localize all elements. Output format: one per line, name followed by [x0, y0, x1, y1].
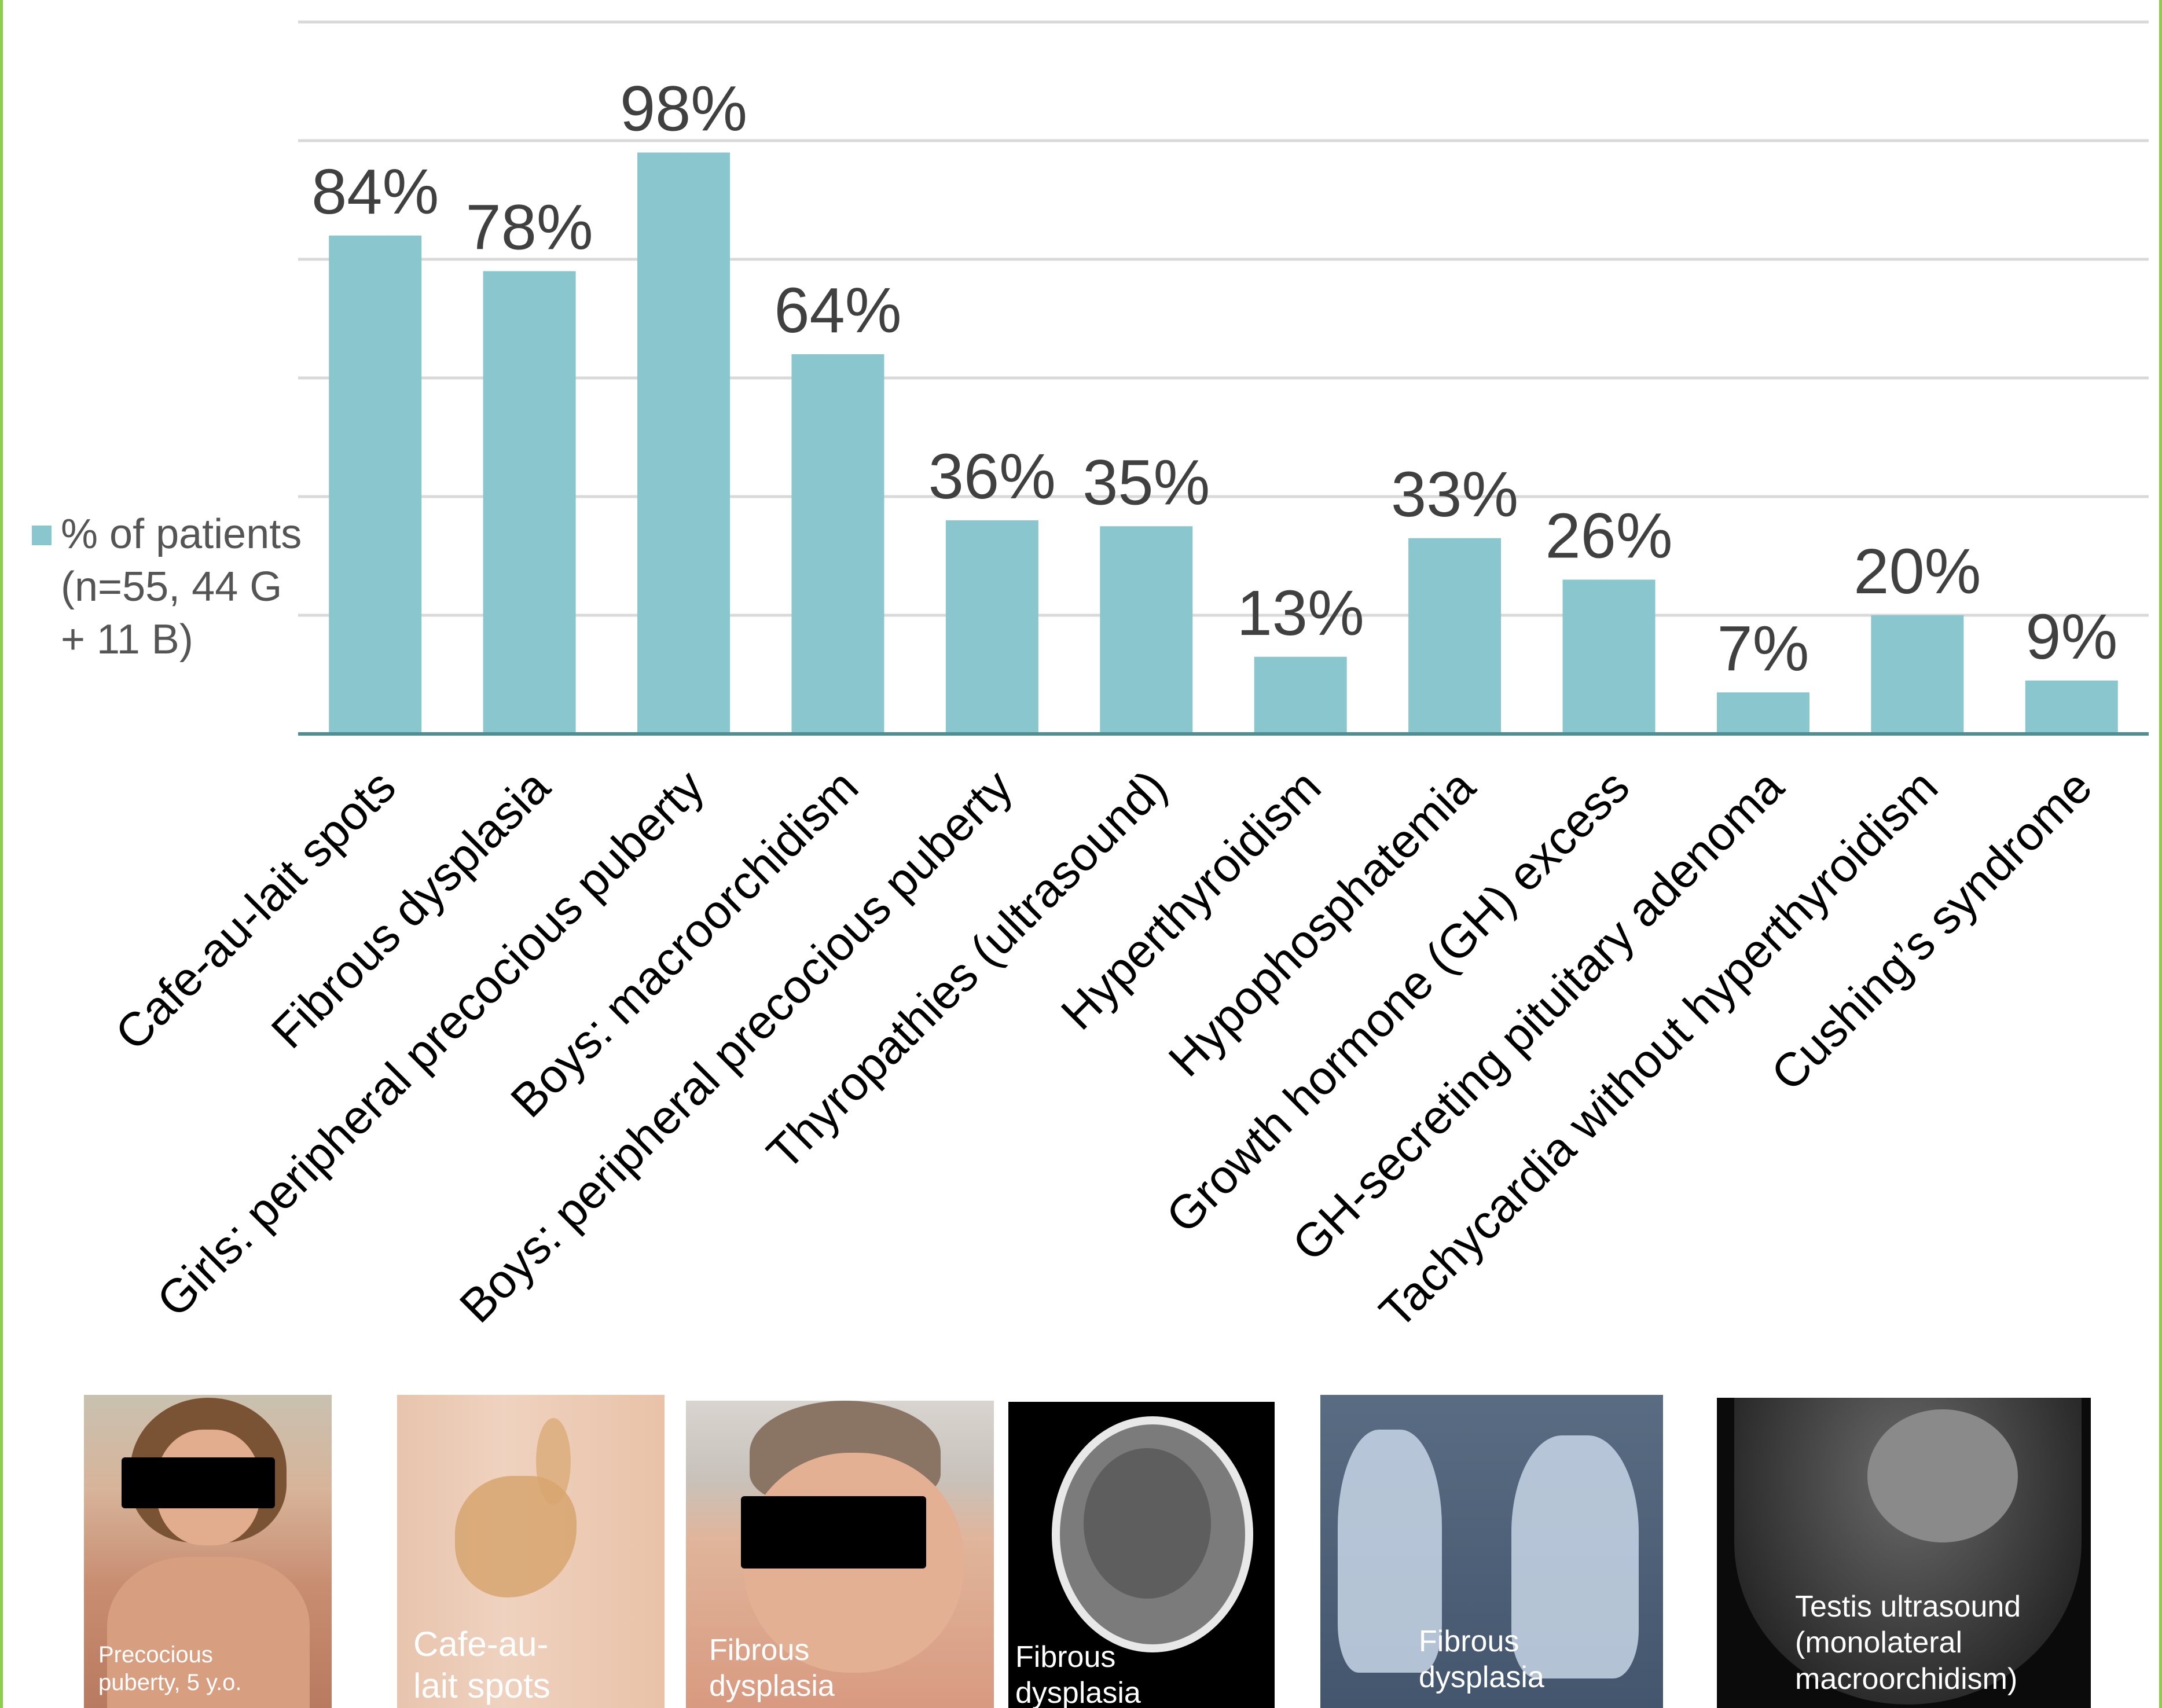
data-label: 20% [1853, 536, 1981, 607]
fibrous-dysplasia-ct-scan: Fibrous dysplasia [1008, 1402, 1275, 1708]
bar [1100, 526, 1193, 734]
data-label: 36% [928, 441, 1056, 512]
category-label: Cafe-au-lait spots [105, 760, 406, 1060]
photo-caption: Precocious puberty, 5 y.o. [98, 1642, 242, 1695]
spot-shape [536, 1418, 571, 1505]
bar [1562, 579, 1656, 734]
category-label: Tachycardia without hyperthyroidism [1370, 760, 1948, 1338]
bar [1716, 692, 1809, 734]
left-hand-shape [1338, 1430, 1442, 1673]
bar [1871, 615, 1964, 734]
testis-shape [1867, 1409, 2018, 1542]
photo-caption: Fibrous dysplasia [709, 1633, 835, 1703]
redaction-bar [122, 1457, 275, 1508]
photo-caption: Testis ultrasound (monolateral macroorch… [1795, 1590, 2021, 1696]
bar [945, 520, 1038, 734]
data-label: 98% [620, 74, 747, 145]
bars [329, 152, 2118, 734]
redaction-bar [741, 1496, 926, 1569]
category-label: Hyperthyroidism [1051, 760, 1331, 1040]
bar [1254, 656, 1347, 734]
bar [329, 236, 422, 734]
legend-swatch [32, 526, 52, 545]
category-label: Hypophosphatemia [1159, 760, 1485, 1086]
brain-shape [1084, 1448, 1211, 1599]
bar [2025, 680, 2118, 734]
photo-caption: Cafe-au-lait spots [413, 1625, 550, 1705]
photo-caption: Fibrous dysplasia [1015, 1640, 1141, 1708]
gridlines [298, 20, 2149, 617]
bar-chart: 84% 78% 98% 64% 36% 35% 13% 33% 26% 7% 20% 9% Cafe-… [105, 20, 2149, 1338]
legend-label: % of patients (n=55, 44 G + 11 B) [61, 511, 302, 663]
fibrous-dysplasia-hand-xray: Fibrous dysplasia [1320, 1395, 1663, 1708]
category-label: Girls: peripheral precocious puberty [147, 760, 714, 1327]
data-label: 33% [1391, 459, 1518, 530]
bar [791, 354, 884, 734]
torso-shape [107, 1557, 310, 1708]
right-hand-shape [1511, 1435, 1639, 1678]
cafe-au-lait-photo: Cafe-au-lait spots [397, 1395, 665, 1708]
precocious-puberty-photo: Precocious puberty, 5 y.o. [84, 1395, 332, 1708]
data-label: 9% [2025, 601, 2117, 673]
bar [1408, 538, 1502, 734]
data-label: 78% [466, 192, 593, 263]
data-labels: 84% 78% 98% 64% 36% 35% 13% 33% 26% 7% 20% 9% [311, 74, 2117, 685]
data-label: 64% [774, 275, 901, 346]
photo-caption: Fibrous dysplasia [1419, 1625, 1544, 1695]
data-label: 13% [1237, 578, 1364, 649]
fibrous-dysplasia-face-photo: Fibrous dysplasia [686, 1401, 994, 1708]
data-label: 35% [1082, 447, 1210, 518]
data-label: 7% [1717, 613, 1809, 684]
category-label: Fibrous dysplasia [262, 760, 560, 1059]
data-label: 26% [1545, 501, 1672, 572]
bar [483, 271, 576, 734]
testis-ultrasound-image: Testis ultrasound (monolateral macroorch… [1717, 1398, 2091, 1708]
category-label: Boys: peripheral precocious puberty [450, 760, 1022, 1332]
data-label: 84% [311, 156, 439, 227]
bar [637, 152, 731, 734]
